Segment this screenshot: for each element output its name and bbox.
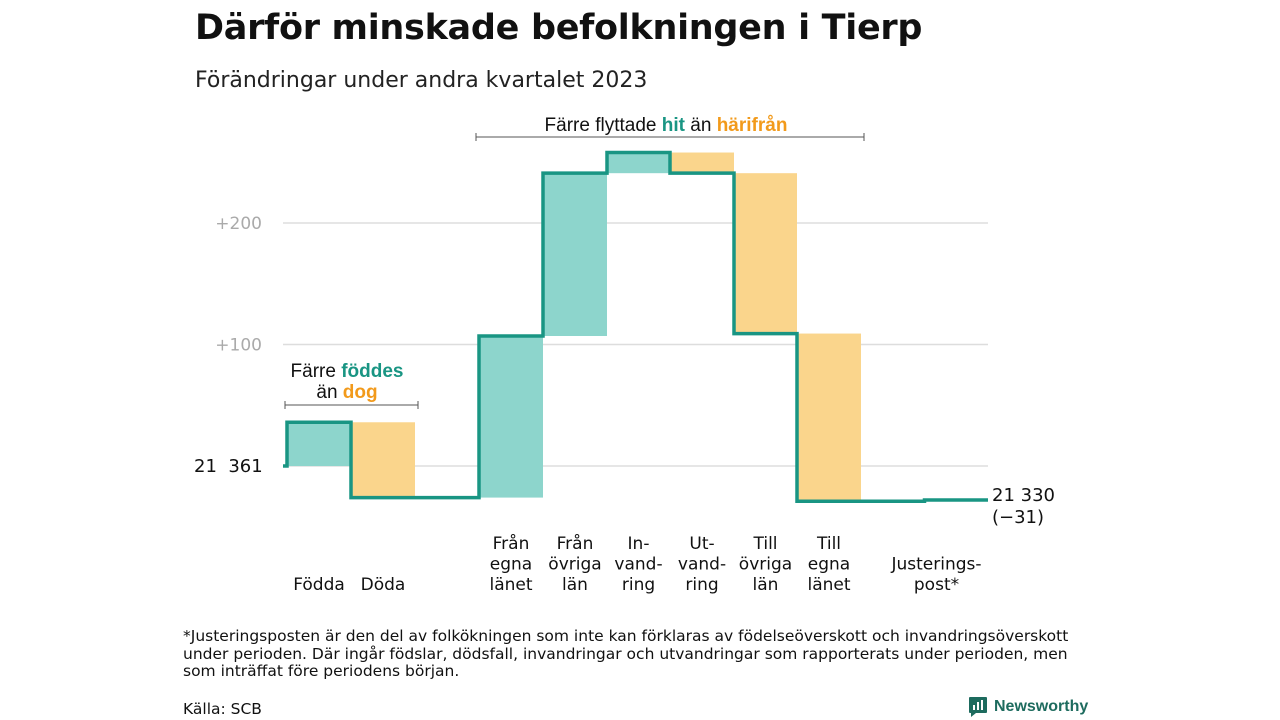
x-label-7-0: Till bbox=[816, 534, 841, 554]
x-label-6-0: Till bbox=[752, 534, 777, 554]
annotation-births-line1-part-0: Färre bbox=[291, 361, 342, 382]
annotation-births-line2-part-0: än bbox=[316, 382, 342, 403]
chart-subtitle: Förändringar under andra kvartalet 2023 bbox=[195, 68, 648, 93]
x-label-2-2: länet bbox=[489, 575, 532, 595]
end-value-label: 21 330 bbox=[992, 485, 1055, 506]
x-label-3-0: Från bbox=[557, 533, 594, 554]
y-tick-label-100: +100 bbox=[215, 336, 262, 356]
x-label-4-0: In- bbox=[628, 534, 650, 554]
bar-3 bbox=[543, 173, 607, 336]
x-label-8-1: post* bbox=[914, 575, 959, 595]
annotation-migration-part-0: Färre flyttade bbox=[545, 115, 662, 136]
x-label-6-1: övriga bbox=[739, 555, 792, 575]
bar-5 bbox=[670, 152, 734, 174]
start-value-label: 21 361 bbox=[194, 456, 263, 477]
chart-title: Därför minskade befolkningen i Tierp bbox=[195, 8, 923, 48]
bar-0 bbox=[287, 422, 351, 466]
x-label-4-1: vand- bbox=[614, 555, 662, 575]
x-label-2-0: Från bbox=[493, 533, 530, 554]
x-label-7-2: länet bbox=[807, 575, 850, 595]
x-label-6-2: län bbox=[753, 575, 779, 595]
footnote: *Justeringsposten är den del av folkökni… bbox=[183, 627, 1069, 680]
annotation-migration-part-1: hit bbox=[662, 115, 686, 136]
x-label-1-0: Döda bbox=[361, 575, 406, 595]
x-label-4-2: ring bbox=[622, 575, 655, 595]
x-label-2-1: egna bbox=[490, 555, 532, 575]
annotation-births-line2: än dog bbox=[316, 382, 377, 403]
source: Källa: SCB bbox=[183, 700, 262, 718]
x-label-5-0: Ut- bbox=[689, 534, 714, 554]
annotation-migration-part-2: än bbox=[685, 115, 717, 136]
brand-name: Newsworthy bbox=[994, 698, 1089, 715]
bar-1 bbox=[351, 422, 415, 498]
end-change-label: (−31) bbox=[992, 507, 1044, 528]
x-label-3-1: övriga bbox=[548, 555, 601, 575]
bar-2 bbox=[479, 335, 543, 498]
annotation-migration-part-3: härifrån bbox=[717, 115, 788, 136]
x-label-8-0: Justerings- bbox=[890, 555, 981, 575]
x-label-7-1: egna bbox=[808, 555, 850, 575]
x-label-3-2: län bbox=[562, 575, 588, 595]
x-label-0-0: Födda bbox=[293, 575, 345, 595]
newsworthy-logo-icon bbox=[969, 697, 987, 717]
series-line bbox=[283, 150, 988, 503]
annotation-births-line1: Färre föddes bbox=[291, 361, 404, 382]
x-label-5-1: vand- bbox=[678, 555, 726, 575]
bar-7 bbox=[797, 333, 861, 502]
bar-6 bbox=[734, 173, 797, 334]
x-label-5-2: ring bbox=[685, 575, 718, 595]
annotation-births-line1-part-1: föddes bbox=[341, 361, 403, 382]
annotation-migration: Färre flyttade hit än härifrån bbox=[545, 115, 788, 136]
brand: Newsworthy bbox=[968, 696, 1088, 718]
annotation-births-line2-part-1: dog bbox=[343, 382, 378, 403]
y-tick-label-200: +200 bbox=[215, 214, 262, 234]
bar-4 bbox=[607, 152, 670, 174]
